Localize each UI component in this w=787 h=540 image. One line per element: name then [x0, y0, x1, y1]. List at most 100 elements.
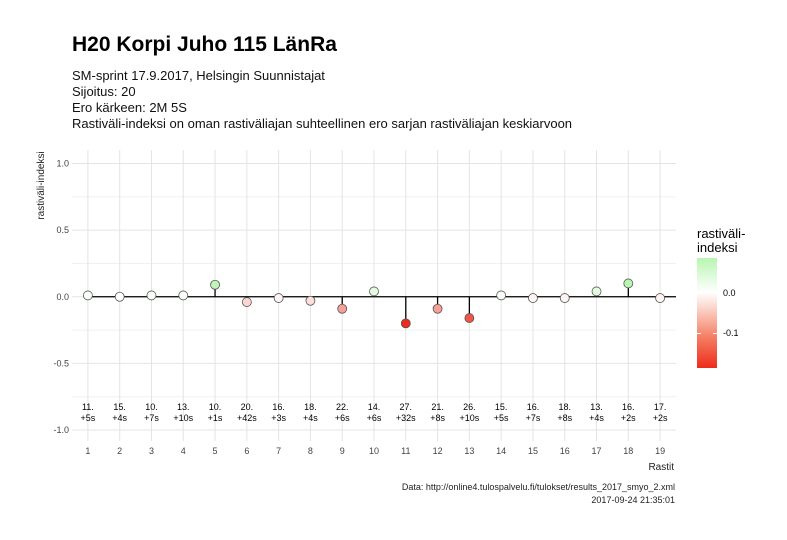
x-tick-label: 3 — [149, 446, 154, 456]
legend-title-line-1: rastiväli- — [697, 226, 746, 241]
y-tick-label: 0.5 — [56, 225, 69, 235]
data-point — [496, 290, 507, 301]
point-label-diff: +3s — [271, 413, 286, 423]
legend-title: rastiväli- indeksi — [697, 227, 745, 255]
data-point — [114, 291, 125, 302]
subtitle-line-2: Sijoitus: 20 — [72, 84, 136, 99]
point-label-diff: +1s — [208, 413, 223, 423]
point-label-rank: 17. — [654, 402, 667, 412]
point-label-rank: 22. — [336, 402, 349, 412]
y-tick-label: 1.0 — [56, 159, 69, 169]
y-tick-label: 0.0 — [56, 292, 69, 302]
x-tick-label: 2 — [117, 446, 122, 456]
point-label-rank: 18. — [558, 402, 571, 412]
x-tick-label: 1 — [85, 446, 90, 456]
legend-tick-mark — [697, 293, 701, 294]
x-tick-label: 7 — [276, 446, 281, 456]
data-point — [369, 286, 379, 297]
data-point — [146, 290, 157, 301]
point-label-diff: +5s — [81, 413, 96, 423]
x-tick-label: 10 — [369, 446, 379, 456]
data-point — [273, 293, 284, 303]
x-tick-label: 15 — [528, 446, 538, 456]
point-label-rank: 27. — [400, 402, 413, 412]
x-tick-label: 5 — [213, 446, 218, 456]
x-tick-label: 12 — [433, 446, 443, 456]
y-axis-label: rastiväli-indeksi — [36, 151, 47, 219]
data-point — [432, 303, 443, 314]
point-label-rank: 18. — [304, 402, 317, 412]
point-label-diff: +2s — [621, 413, 636, 423]
point-label-rank: 13. — [590, 402, 603, 412]
point-label-rank: 10. — [209, 402, 222, 412]
data-point — [655, 293, 666, 303]
point-label-rank: 16. — [622, 402, 635, 412]
data-point — [178, 290, 189, 301]
data-point — [559, 293, 570, 303]
data-point — [400, 318, 411, 329]
x-tick-label: 16 — [560, 446, 570, 456]
x-tick-label: 6 — [244, 446, 249, 456]
subtitle-line-3: Ero kärkeen: 2M 5S — [72, 100, 187, 115]
point-label-diff: +10s — [459, 413, 479, 423]
legend-tick-mark — [713, 293, 717, 294]
subtitle-line-4: Rastiväli-indeksi on oman rastiväliajan … — [72, 116, 573, 131]
legend-colorbar — [697, 258, 717, 368]
data-point — [241, 297, 252, 307]
data-source-caption: Data: http://online4.tulospalvelu.fi/tul… — [401, 482, 675, 492]
point-label-rank: 14. — [368, 402, 381, 412]
point-label-diff: +6s — [367, 413, 382, 423]
y-tick-label: -1.0 — [53, 425, 69, 435]
point-label-diff: +7s — [526, 413, 541, 423]
point-label-diff: +6s — [335, 413, 350, 423]
x-tick-label: 19 — [655, 446, 665, 456]
y-tick-label: -0.5 — [53, 358, 69, 368]
legend-label-zero: 0.0 — [723, 288, 736, 298]
legend-tick-mark — [713, 333, 717, 334]
x-tick-label: 11 — [401, 446, 410, 456]
data-point — [305, 295, 316, 306]
chart-title: H20 Korpi Juho 115 LänRa — [72, 33, 337, 56]
x-tick-label: 13 — [464, 446, 474, 456]
x-tick-label: 18 — [623, 446, 633, 456]
point-label-rank: 10. — [145, 402, 158, 412]
point-label-diff: +32s — [396, 413, 416, 423]
x-tick-label: 9 — [340, 446, 345, 456]
subtitle-line-1: SM-sprint 17.9.2017, Helsingin Suunnista… — [72, 68, 325, 83]
x-tick-label: 17 — [592, 446, 602, 456]
point-label-diff: +4s — [303, 413, 318, 423]
legend-label-neg: -0.1 — [723, 328, 739, 338]
point-label-diff: +42s — [237, 413, 257, 423]
point-label-rank: 16. — [272, 402, 285, 412]
point-label-diff: +8s — [557, 413, 572, 423]
x-tick-label: 14 — [496, 446, 506, 456]
legend-tick-mark — [697, 333, 701, 334]
point-label-diff: +8s — [430, 413, 445, 423]
timestamp-caption: 2017-09-24 21:35:01 — [591, 495, 675, 505]
data-point — [82, 290, 93, 301]
x-tick-label: 4 — [181, 446, 186, 456]
point-label-rank: 21. — [431, 402, 444, 412]
x-tick-label: 8 — [308, 446, 313, 456]
point-label-rank: 11. — [82, 402, 94, 412]
point-label-rank: 20. — [241, 402, 254, 412]
data-point — [464, 313, 475, 323]
point-label-diff: +4s — [112, 413, 127, 423]
point-label-diff: +5s — [494, 413, 509, 423]
point-label-rank: 15. — [495, 402, 508, 412]
point-label-rank: 26. — [463, 402, 476, 412]
data-point — [337, 303, 348, 314]
data-point — [528, 293, 538, 303]
point-label-diff: +2s — [653, 413, 668, 423]
point-label-rank: 13. — [177, 402, 190, 412]
legend-title-line-2: indeksi — [697, 240, 738, 255]
point-label-rank: 16. — [527, 402, 540, 412]
x-axis-label: Rastit — [648, 462, 674, 473]
point-label-diff: +7s — [144, 413, 159, 423]
point-label-rank: 15. — [113, 402, 126, 412]
data-point — [623, 278, 634, 289]
point-label-diff: +10s — [173, 413, 193, 423]
data-point — [210, 279, 220, 290]
data-point — [591, 286, 602, 297]
